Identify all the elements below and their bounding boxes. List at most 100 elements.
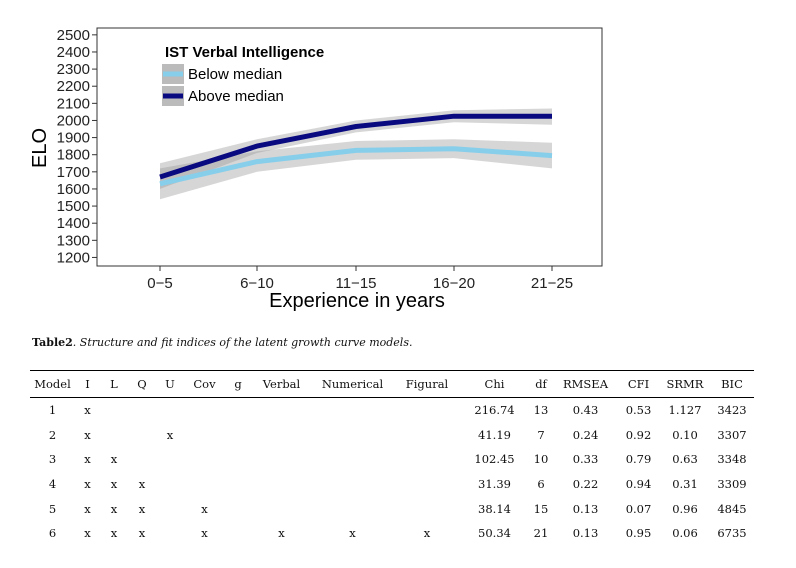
x-tick-label: 6−10 bbox=[240, 275, 274, 292]
table-cell: 21 bbox=[533, 526, 549, 541]
table-cell bbox=[393, 398, 461, 423]
table-cell: 3307 bbox=[717, 427, 747, 442]
y-tick-label: 1400 bbox=[57, 215, 90, 232]
x-tick-label: 21−25 bbox=[531, 275, 573, 292]
table-cell: 5 bbox=[48, 501, 57, 516]
table-cell bbox=[251, 398, 312, 423]
table-row: 6 x x x x x x x 50.34 21 0.13 0.95 0.06 6735 bbox=[30, 521, 754, 546]
table-cell bbox=[225, 447, 251, 472]
table-cell: 0.96 bbox=[672, 501, 698, 516]
table-cell: 0.94 bbox=[625, 477, 652, 492]
table-cell bbox=[100, 398, 128, 423]
table-cell bbox=[128, 398, 156, 423]
column-header: Verbal bbox=[262, 377, 301, 391]
table-cell: 6735 bbox=[717, 526, 747, 541]
table-cell: x bbox=[278, 526, 285, 541]
table-cell: 10 bbox=[533, 452, 549, 467]
table-cell: x bbox=[201, 526, 208, 541]
table-cell bbox=[156, 521, 184, 546]
y-tick-label: 2200 bbox=[57, 78, 90, 95]
table-cell: x bbox=[110, 526, 118, 541]
table-cell: 7 bbox=[537, 427, 545, 442]
table-cell: 0.79 bbox=[625, 452, 652, 467]
table-cell: 3423 bbox=[717, 403, 747, 418]
column-header: Numerical bbox=[321, 377, 384, 391]
y-tick-label: 2000 bbox=[57, 112, 90, 129]
table-cell: 6 bbox=[48, 526, 57, 541]
table-cell: 13 bbox=[533, 403, 549, 418]
table-cell: x bbox=[110, 452, 118, 467]
table-cell: 2 bbox=[48, 427, 57, 442]
table-cell: 1.127 bbox=[668, 403, 702, 418]
table-cell: 0.31 bbox=[672, 477, 698, 492]
table-cell: x bbox=[110, 477, 118, 492]
table-cell bbox=[225, 423, 251, 448]
table-cell: x bbox=[349, 526, 356, 541]
y-tick-label: 1600 bbox=[57, 181, 90, 198]
table-row: 1 x 216.74 13 0.43 0.53 1.127 3423 bbox=[30, 398, 754, 423]
table-cell: 15 bbox=[533, 501, 549, 516]
x-tick-label: 11−15 bbox=[335, 275, 376, 292]
table-caption: Table2. Structure and fit indices of the… bbox=[32, 336, 412, 349]
table-cell bbox=[312, 496, 393, 521]
table-cell: 50.34 bbox=[478, 526, 511, 541]
table-cell bbox=[156, 496, 184, 521]
table-cell: 0.13 bbox=[572, 526, 599, 541]
table-cell: x bbox=[138, 501, 146, 516]
table-cell bbox=[184, 423, 225, 448]
table-cell bbox=[184, 398, 225, 423]
column-header: Q bbox=[137, 377, 147, 391]
table-cell: x bbox=[84, 526, 91, 541]
table-cell bbox=[393, 472, 461, 497]
y-tick-label: 2100 bbox=[57, 95, 90, 112]
legend-label: Below median bbox=[188, 66, 282, 83]
table-cell bbox=[184, 447, 225, 472]
table-cell: 0.24 bbox=[572, 427, 599, 442]
table-cell bbox=[100, 423, 128, 448]
table-cell: 0.95 bbox=[625, 526, 652, 541]
table-cell: x bbox=[110, 501, 118, 516]
y-tick-label: 1700 bbox=[57, 164, 90, 181]
table-cell: x bbox=[138, 477, 146, 492]
table-cell: 0.43 bbox=[572, 403, 599, 418]
table-cell: 4845 bbox=[717, 501, 747, 516]
column-header: I bbox=[85, 377, 90, 391]
table-cell: 216.74 bbox=[474, 403, 515, 418]
column-header: Chi bbox=[484, 377, 505, 391]
column-header: Cov bbox=[193, 377, 216, 391]
table-cell bbox=[251, 447, 312, 472]
table-caption-text: . Structure and fit indices of the laten… bbox=[72, 336, 413, 349]
table-cell bbox=[393, 447, 461, 472]
table-cell: x bbox=[84, 477, 91, 492]
table-label: Table2 bbox=[32, 336, 73, 349]
table-row: 2 x x 41.19 7 0.24 0.92 0.10 3307 bbox=[30, 423, 754, 448]
table-cell: 0.33 bbox=[572, 452, 599, 467]
table-cell: 0.06 bbox=[672, 526, 698, 541]
legend-title: IST Verbal Intelligence bbox=[165, 44, 324, 61]
table-cell: 1 bbox=[48, 403, 57, 418]
table-cell: 3 bbox=[48, 452, 57, 467]
x-tick-label: 16−20 bbox=[433, 275, 475, 292]
legend-label: Above median bbox=[188, 88, 284, 105]
table-cell bbox=[225, 496, 251, 521]
y-tick-label: 2500 bbox=[57, 27, 90, 44]
table-cell bbox=[156, 447, 184, 472]
y-axis-label: ELO bbox=[29, 128, 51, 168]
table-cell: 4 bbox=[48, 477, 57, 492]
table-cell: x bbox=[84, 452, 91, 467]
table-cell: 102.45 bbox=[474, 452, 515, 467]
table-header-row: Model I L Q U Cov g Verbal Numerical Figural Chi df… bbox=[30, 370, 754, 398]
table-cell: x bbox=[84, 427, 91, 442]
ci-ribbon-series-0 bbox=[160, 139, 552, 200]
table-cell: x bbox=[423, 526, 431, 541]
table-cell bbox=[128, 447, 156, 472]
table-cell: 0.10 bbox=[672, 427, 698, 442]
table-cell bbox=[312, 398, 393, 423]
table-cell bbox=[312, 472, 393, 497]
table-cell: x bbox=[201, 501, 208, 516]
column-header: BIC bbox=[721, 377, 743, 391]
y-tick-label: 2400 bbox=[57, 44, 90, 61]
table-cell: 31.39 bbox=[478, 477, 511, 492]
table-cell bbox=[393, 423, 461, 448]
x-axis-label: Experience in years bbox=[269, 290, 445, 312]
